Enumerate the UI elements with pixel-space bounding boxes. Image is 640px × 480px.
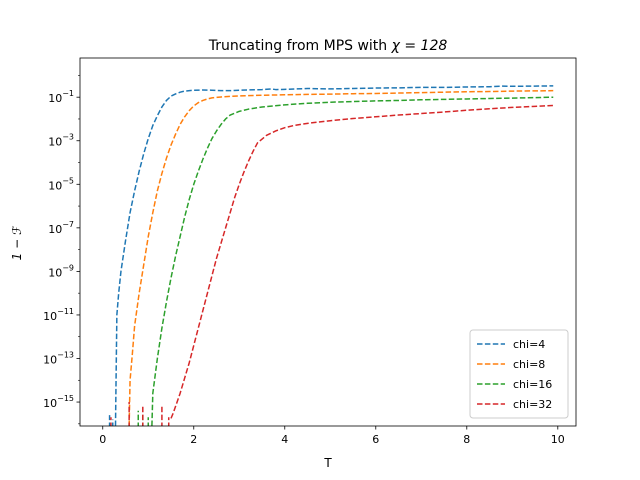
chart-title-text: Truncating from MPS with bbox=[208, 38, 392, 54]
y-tick-label-base: 10 bbox=[48, 223, 62, 236]
plot-area: 0 2 4 6 8 1010−1510−1310−1110−910−710−510−310… bbox=[43, 57, 577, 446]
x-tick-label: 0 bbox=[99, 433, 106, 446]
x-tick-label: 4 bbox=[281, 433, 288, 446]
y-tick-label: 10−7 bbox=[48, 220, 74, 236]
x-tick-label: 10 bbox=[551, 433, 565, 446]
plot-frame bbox=[79, 57, 577, 427]
x-tick-label: 2 bbox=[190, 433, 197, 446]
y-tick-label-exponent: −3 bbox=[62, 133, 74, 142]
x-axis-label: T bbox=[323, 456, 332, 470]
y-tick-label: 10−15 bbox=[43, 394, 74, 410]
y-tick-label-exponent: −5 bbox=[62, 176, 74, 185]
legend: chi=4 chi=8 chi=16 chi=32 bbox=[469, 329, 569, 419]
legend-label: chi=32 bbox=[513, 398, 552, 411]
series-line-chi=8 bbox=[128, 89, 554, 426]
y-tick-label-exponent: −7 bbox=[62, 220, 74, 229]
series-line-chi=4 bbox=[114, 85, 554, 426]
y-tick-label-base: 10 bbox=[43, 353, 57, 366]
y-tick-label-exponent: −11 bbox=[57, 307, 74, 316]
y-tick-label: 10−13 bbox=[43, 350, 74, 366]
chart-title-math: χ = 128 bbox=[391, 38, 448, 54]
legend-label: chi=16 bbox=[513, 378, 552, 391]
x-tick-label: 6 bbox=[372, 433, 379, 446]
y-tick-label: 10−9 bbox=[48, 263, 74, 279]
series-group bbox=[108, 85, 554, 426]
y-tick-label-base: 10 bbox=[48, 92, 62, 105]
legend-box bbox=[469, 329, 569, 419]
y-tick-label-base: 10 bbox=[48, 179, 62, 192]
y-tick-label-exponent: −9 bbox=[62, 263, 74, 272]
y-tick-label-exponent: −1 bbox=[62, 89, 74, 98]
y-tick-label-base: 10 bbox=[48, 136, 62, 149]
y-tick-label-base: 10 bbox=[43, 397, 57, 410]
legend-label: chi=8 bbox=[513, 358, 545, 371]
legend-label: chi=4 bbox=[513, 338, 545, 351]
y-tick-label-base: 10 bbox=[48, 266, 62, 279]
series-line-chi=16 bbox=[151, 96, 554, 426]
y-tick-label-exponent: −13 bbox=[57, 350, 74, 359]
y-tick-label: 10−3 bbox=[48, 133, 74, 149]
y-tick-label-exponent: −15 bbox=[57, 394, 74, 403]
chart-title: Truncating from MPS with χ = 128 bbox=[208, 38, 448, 54]
y-tick-label: 10−5 bbox=[48, 176, 74, 192]
y-tick-label: 10−1 bbox=[48, 89, 74, 105]
y-tick-label-base: 10 bbox=[43, 310, 57, 323]
x-tick-label: 8 bbox=[463, 433, 470, 446]
y-axis-label: 1 − ℱ bbox=[10, 225, 24, 260]
y-tick-label: 10−11 bbox=[43, 307, 74, 323]
series-line-chi=32 bbox=[170, 104, 554, 419]
